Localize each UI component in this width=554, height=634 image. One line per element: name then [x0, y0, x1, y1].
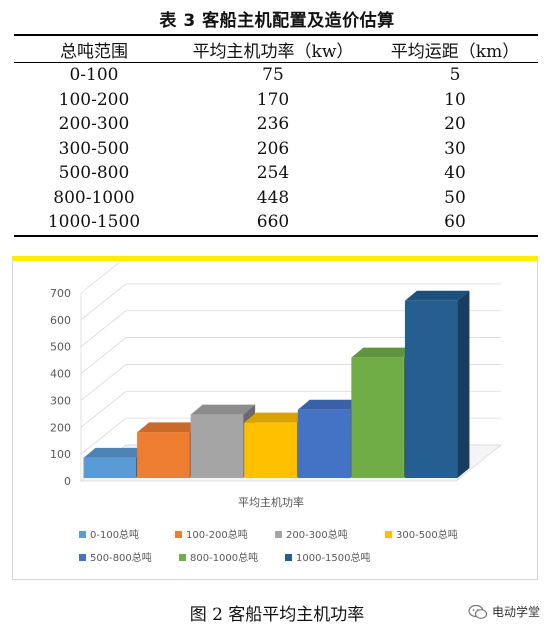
legend-swatch — [385, 531, 392, 538]
legend-swatch — [179, 554, 186, 561]
bar-top — [404, 290, 470, 301]
gridline-side — [80, 337, 127, 374]
y-tick-label: 600 — [50, 314, 71, 327]
bar-front — [404, 300, 458, 478]
table-cell: 1000-1500 — [47, 212, 141, 233]
table-row: 1000-1500 660 60 — [14, 210, 538, 236]
table-cell: 40 — [444, 163, 466, 184]
bar-front — [351, 357, 404, 478]
table-cell: 75 — [262, 65, 284, 86]
table-row: 300-500 206 30 — [14, 137, 538, 162]
table-cell: 30 — [444, 138, 466, 159]
x-axis-label: 平均主机功率 — [238, 495, 304, 509]
gridline-side — [80, 283, 127, 321]
legend-label: 1000-1500总吨 — [296, 551, 371, 564]
legend-item: 300-500总吨 — [385, 528, 458, 541]
table-row: 500-800 254 40 — [14, 161, 538, 186]
gridline-side — [80, 261, 122, 294]
table-cell: 5 — [449, 65, 461, 86]
legend-label: 0-100总吨 — [90, 528, 139, 541]
table-row: 200-300 236 20 — [14, 112, 538, 137]
bar-top — [244, 412, 309, 423]
bar — [404, 290, 470, 478]
watermark: 电动学堂 — [468, 603, 540, 620]
bar-top — [297, 399, 363, 410]
bar-top — [83, 447, 148, 458]
table-row: 800-1000 448 50 — [14, 186, 538, 211]
table-row: 0-100 75 5 — [14, 63, 538, 88]
legend-layer: 0-100总吨 100-200总吨 200-300总吨 300-500总吨 500-80… — [79, 528, 458, 564]
legend-swatch — [285, 554, 292, 561]
y-tick-label: 0 — [64, 475, 71, 488]
bar-top — [190, 404, 256, 415]
table-cell: 236 — [256, 114, 290, 135]
legend-label: 200-300总吨 — [286, 528, 348, 541]
table-cell: 60 — [444, 212, 466, 233]
gridline-side — [80, 310, 127, 348]
table-cell: 300-500 — [58, 138, 130, 159]
table-cell: 660 — [256, 212, 290, 233]
data-table: 总吨范围 平均主机功率（kw） 平均运距（km） 0-100 75 5 100-20… — [14, 34, 538, 237]
column-header: 平均主机功率（kw） — [192, 41, 354, 62]
legend-swatch — [175, 531, 182, 538]
gridline-side — [80, 364, 127, 401]
legend-label: 100-200总吨 — [186, 528, 248, 541]
wechat-icon — [468, 604, 488, 619]
table-cell: 200-300 — [58, 114, 130, 135]
table-cell: 500-800 — [58, 163, 130, 184]
table-cell: 10 — [444, 89, 466, 110]
bar-chart: 0 100 200 300 400 500 600 700 0-100总吨 100-200总吨 2… — [50, 261, 503, 564]
legend-swatch — [79, 531, 86, 538]
bar-front — [83, 457, 136, 478]
bar-top — [137, 422, 202, 433]
legend-label: 800-1000总吨 — [190, 551, 258, 564]
table-header-row: 总吨范围 平均主机功率（kw） 平均运距（km） — [14, 35, 538, 63]
gridline-side — [80, 417, 127, 455]
y-tick-label: 400 — [50, 368, 71, 381]
y-tick-label: 700 — [50, 287, 71, 300]
legend-swatch — [275, 531, 282, 538]
legend-item: 800-1000总吨 — [179, 551, 258, 564]
bar-layer — [83, 290, 470, 478]
legend-item: 100-200总吨 — [175, 528, 248, 541]
bar-top — [351, 347, 416, 358]
legend-swatch — [79, 554, 86, 561]
table-cell: 20 — [444, 114, 466, 135]
legend-label: 300-500总吨 — [396, 528, 458, 541]
watermark-text: 电动学堂 — [491, 605, 540, 619]
table-cell: 100-200 — [58, 89, 130, 110]
bar-front — [297, 409, 351, 478]
y-tick-label: 300 — [50, 394, 71, 407]
table-caption: 表 3 客船主机配置及造价估算 — [159, 11, 395, 31]
table-row: 100-200 170 10 — [14, 88, 538, 113]
y-tick-label: 500 — [50, 341, 71, 354]
table-cell: 800-1000 — [53, 187, 135, 208]
table-cell: 50 — [444, 187, 466, 208]
bar-front — [190, 414, 244, 478]
y-tick-label: 200 — [50, 421, 71, 434]
table-cell: 0-100 — [69, 65, 119, 86]
legend-item: 200-300总吨 — [275, 528, 348, 541]
legend-item: 1000-1500总吨 — [285, 551, 371, 564]
table-cell: 170 — [256, 89, 290, 110]
y-tick-label: 100 — [50, 448, 71, 461]
legend-item: 0-100总吨 — [79, 528, 139, 541]
table-cell: 206 — [256, 138, 290, 159]
gridline-side — [80, 390, 127, 428]
bar-front — [137, 432, 190, 478]
bar-side — [457, 290, 470, 478]
bar-front — [244, 422, 297, 478]
column-header: 平均运距（km） — [390, 41, 520, 62]
legend-label: 500-800总吨 — [90, 551, 152, 564]
figure-caption: 图 2 客船平均主机功率 — [189, 605, 365, 625]
column-header: 总吨范围 — [60, 41, 128, 62]
legend-item: 500-800总吨 — [79, 551, 152, 564]
table-cell: 448 — [256, 187, 290, 208]
chart-frame: 0 100 200 300 400 500 600 700 0-100总吨 100-200总吨 2… — [12, 256, 538, 580]
table-cell: 254 — [256, 163, 290, 184]
